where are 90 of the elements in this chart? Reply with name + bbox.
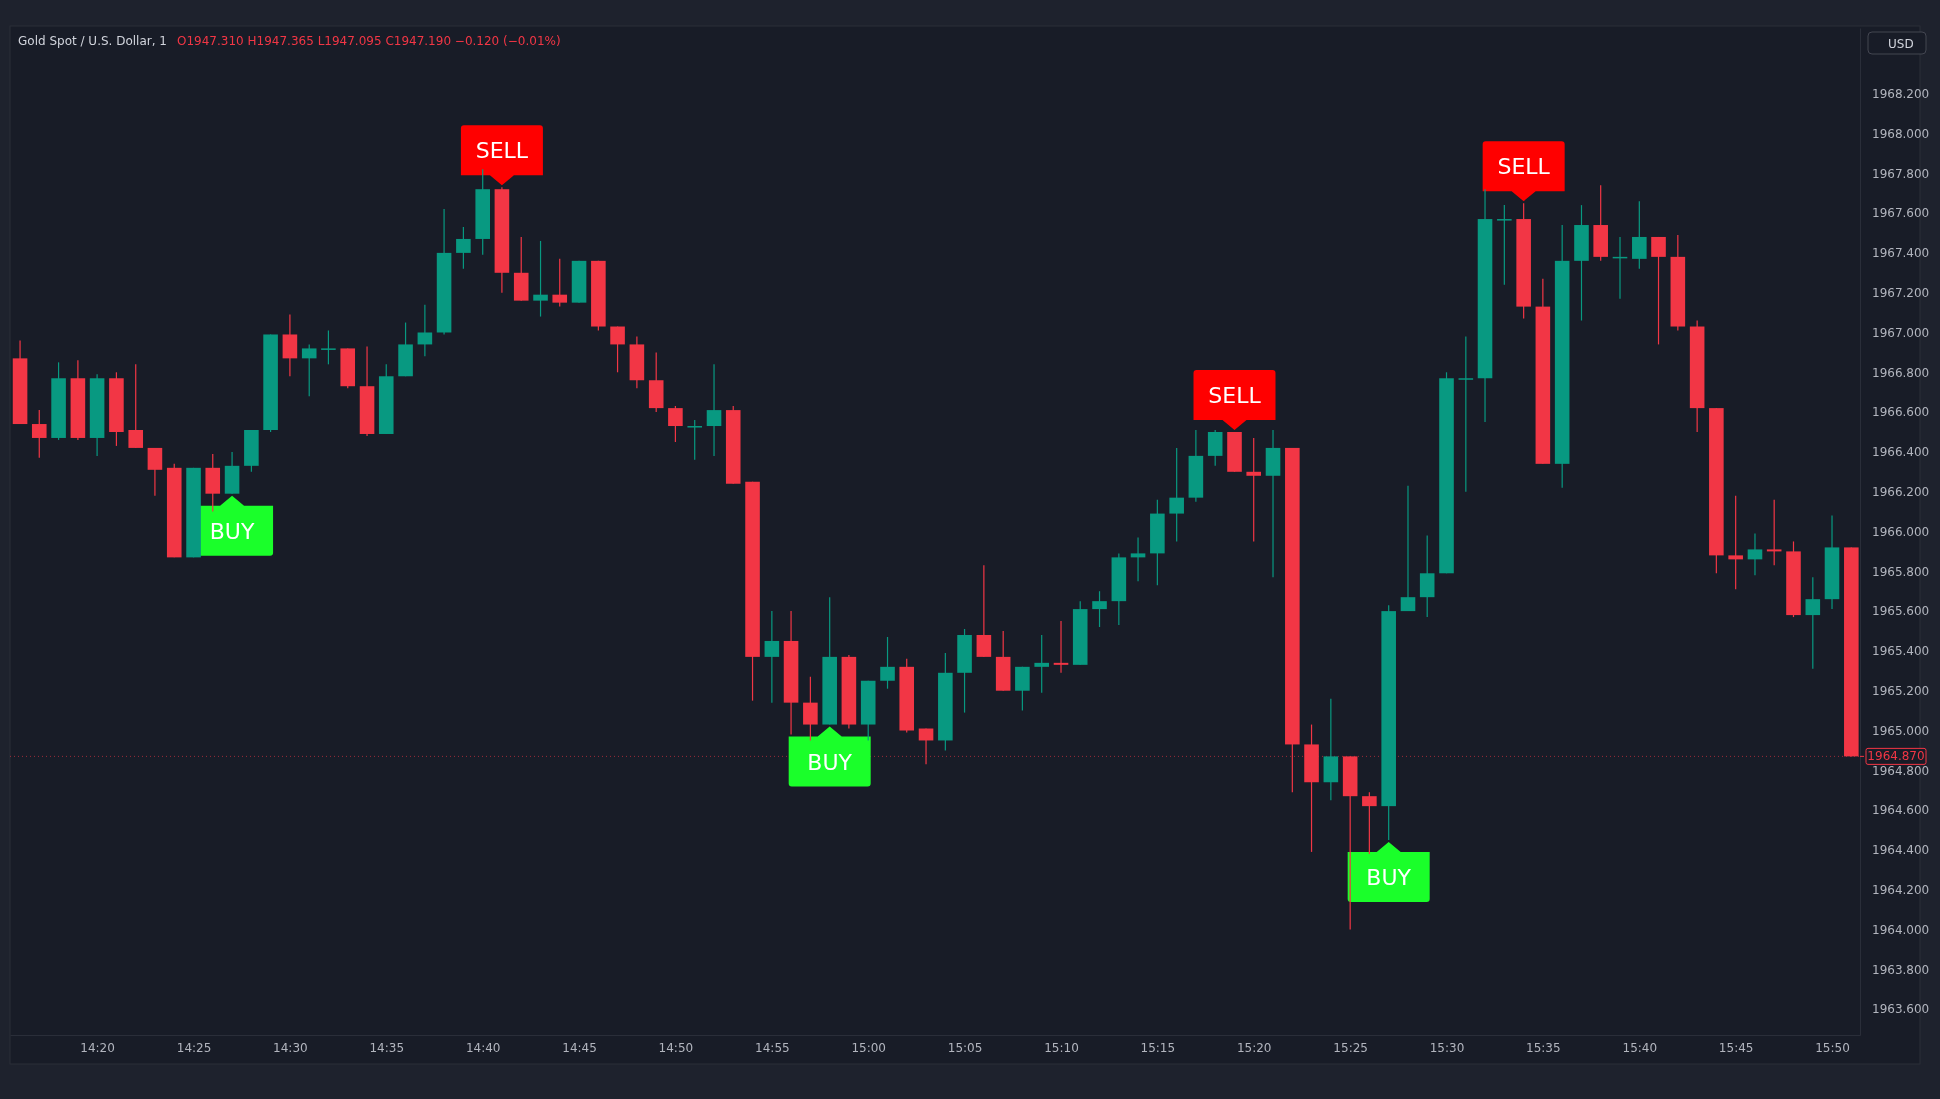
- y-tick-label: 1965.800: [1872, 564, 1930, 579]
- candlestick: [128, 363, 144, 449]
- candlestick: [1400, 485, 1416, 612]
- y-tick-label: 1965.000: [1872, 723, 1930, 738]
- y-tick-label: 1968.200: [1872, 87, 1930, 102]
- x-tick-label: 15:05: [947, 1040, 983, 1055]
- candlestick: [282, 313, 298, 377]
- y-tick-label: 1964.800: [1872, 763, 1930, 778]
- x-tick-label: 14:40: [465, 1040, 501, 1055]
- y-tick-label: 1965.400: [1872, 644, 1930, 659]
- candlestick: [533, 240, 548, 318]
- y-tick-label: 1966.000: [1872, 524, 1930, 539]
- annotation: SELL: [1497, 154, 1551, 180]
- x-tick-label: 14:50: [658, 1040, 694, 1055]
- candlestick: [668, 405, 683, 443]
- text: USD: [1888, 37, 1914, 51]
- x-tick-label: 15:45: [1718, 1040, 1754, 1055]
- y-tick-label: 1965.600: [1872, 604, 1930, 619]
- y-tick-label: 1967.600: [1872, 206, 1930, 221]
- annotation: SELL: [475, 138, 529, 164]
- candlestick: [1766, 499, 1782, 566]
- y-tick-label: 1964.000: [1872, 922, 1930, 937]
- candlestick: [31, 409, 47, 459]
- y-tick-label: 1966.200: [1872, 485, 1930, 500]
- candlestick: [1497, 204, 1512, 286]
- y-tick-label: 1968.000: [1872, 126, 1930, 141]
- candlestick: [321, 329, 336, 365]
- candlestick: [706, 363, 722, 457]
- candlestick: [1169, 447, 1184, 543]
- y-tick-label: 1967.400: [1872, 246, 1930, 261]
- candlestick: [687, 419, 703, 461]
- y-tick-label: 1964.400: [1872, 843, 1930, 858]
- candlestick: [456, 226, 471, 270]
- candlestick: [1053, 620, 1069, 674]
- x-tick-label: 15:30: [1429, 1040, 1465, 1055]
- x-tick-label: 15:25: [1333, 1040, 1368, 1055]
- annotation: BUY: [1366, 864, 1412, 890]
- candlestick: [976, 564, 992, 658]
- x-tick-label: 14:20: [80, 1040, 115, 1055]
- x-tick-label: 14:45: [562, 1040, 597, 1055]
- x-tick-label: 15:15: [1140, 1040, 1176, 1055]
- candlestick: [1747, 532, 1763, 576]
- candlestick: [1362, 791, 1377, 855]
- x-tick-label: 15:50: [1815, 1040, 1850, 1055]
- x-tick-label: 15:40: [1622, 1040, 1658, 1055]
- candlestick: [1092, 590, 1107, 628]
- y-tick-label: 1963.800: [1872, 962, 1930, 977]
- x-tick-label: 15:10: [1044, 1040, 1079, 1055]
- y-tick-label: 1964.600: [1872, 803, 1930, 818]
- y-tick-label: 1966.800: [1872, 365, 1930, 380]
- x-tick-label: 14:55: [755, 1040, 790, 1055]
- candlestick: [880, 636, 895, 690]
- candlestick: [1728, 495, 1743, 590]
- candlestick: [1246, 437, 1261, 543]
- candlestick: [1458, 335, 1474, 493]
- candlestick: [552, 258, 568, 308]
- candlestick: [1130, 536, 1146, 582]
- text: O1947.310 H1947.365 L1947.095 C1947.190 −0.120 (−0.01%): [177, 34, 561, 48]
- candlestick: [147, 447, 163, 497]
- x-tick-label: 14:35: [369, 1040, 405, 1055]
- candlestick: [764, 610, 780, 704]
- y-tick-label: 1967.000: [1872, 325, 1930, 340]
- candlestick: [417, 304, 433, 357]
- candlestick: [1805, 576, 1821, 670]
- y-tick-label: 1964.200: [1872, 883, 1930, 898]
- ref-line-label: 1964.870: [1867, 749, 1925, 764]
- candlestick: [1632, 200, 1647, 270]
- x-tick-label: 14:25: [176, 1040, 212, 1055]
- candlestick: [1015, 666, 1030, 712]
- y-tick-label: 1966.600: [1872, 405, 1930, 420]
- candlestick: [1419, 534, 1435, 618]
- x-tick-label: 14:30: [273, 1040, 308, 1055]
- y-tick-label: 1967.800: [1872, 166, 1930, 181]
- candlestick: [803, 676, 818, 742]
- y-tick-label: 1965.200: [1872, 684, 1930, 699]
- x-tick-label: 15:20: [1236, 1040, 1272, 1055]
- candlestick: [301, 343, 317, 397]
- candlestick: [1034, 634, 1049, 694]
- y-tick-label: 1966.400: [1872, 445, 1930, 460]
- y-tick-label: 1963.600: [1872, 1002, 1930, 1017]
- annotation: SELL: [1208, 382, 1262, 408]
- x-tick-label: 15:35: [1526, 1040, 1561, 1055]
- y-tick-label: 1967.200: [1872, 286, 1930, 301]
- annotation: BUY: [807, 749, 853, 775]
- text: Gold Spot / U.S. Dollar, 1: [18, 34, 168, 48]
- candlestick: [610, 325, 625, 373]
- candlestick: [1651, 236, 1666, 346]
- candlestick: [1207, 429, 1223, 467]
- annotation: BUY: [209, 518, 255, 544]
- x-tick-label: 15:00: [851, 1040, 886, 1055]
